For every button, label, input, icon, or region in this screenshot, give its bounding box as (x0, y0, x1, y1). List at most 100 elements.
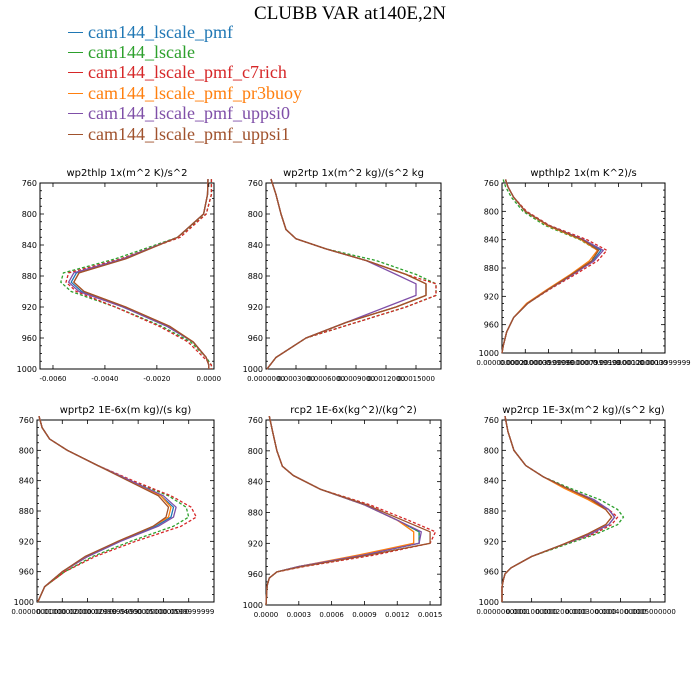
series-line-cam144-lscale-pmf-uppsi1 (501, 179, 600, 354)
legend-label: cam144_lscale (88, 42, 195, 63)
x-tick-label: 0.0000000000 (476, 608, 527, 616)
series-line-cam144-lscale-pmf-pr3buoy (265, 415, 415, 606)
y-tick-label: 880 (22, 272, 37, 281)
series-line-cam144-lscale-pmf-uppsi0 (501, 179, 604, 354)
series-line-cam144-lscale-pmf-pr3buoy (266, 178, 427, 370)
chart-panel-5: rcp2 1E-6x(kg^2)/(kg^2) 760 800 840 880 920 96… (243, 405, 443, 619)
y-tick-label: 1000 (17, 365, 37, 374)
x-tick-label: -0.0020 (143, 375, 170, 383)
series-line-cam144-lscale-pmf (265, 415, 420, 606)
series-line-cam144-lscale-pmf-pr3buoy (501, 416, 613, 602)
legend-swatch (68, 133, 83, 135)
chart-panel-2: wp2rtp 1x(m^2 kg)/(s^2 kg 760 800 840 880 920… (243, 168, 442, 383)
chart-panel-1: wp2thlp 1x(m^2 K)/s^2 760 800 840 880 920 960 1… (17, 168, 221, 383)
y-tick-label: 960 (484, 321, 499, 330)
y-tick-label: 1000 (479, 598, 499, 607)
y-tick-label: 880 (248, 272, 263, 281)
x-tick-label: 0.0007999999 (570, 359, 621, 367)
y-tick-label: 840 (248, 478, 263, 487)
y-tick-label: 760 (19, 416, 34, 425)
y-tick-label: 840 (19, 477, 34, 486)
x-tick-label: -0.0060 (39, 375, 66, 383)
x-tick-label: 0.0005000000 (625, 608, 676, 616)
series-line-cam144-lscale (60, 179, 213, 369)
x-tick-label: 0.0001000000 (506, 608, 557, 616)
legend-item: cam144_lscale (68, 42, 302, 62)
legend-item: cam144_lscale_pmf_uppsi1 (68, 124, 302, 144)
x-tick-label: 0.0003000000 (565, 608, 616, 616)
chart-title: wprtp2 1E-6x(m kg)/(s kg) (60, 405, 192, 416)
series-line-cam144-lscale (265, 415, 420, 606)
y-tick-label: 800 (19, 446, 34, 455)
y-tick-label: 920 (484, 537, 499, 546)
y-tick-label: 920 (248, 303, 263, 312)
y-tick-label: 840 (22, 241, 37, 250)
y-tick-label: 960 (22, 334, 37, 343)
x-tick-label: 0.0006000 (307, 375, 345, 383)
x-tick-label: 0.0015000 (397, 375, 435, 383)
legend-swatch (68, 72, 83, 74)
y-tick-label: 800 (484, 446, 499, 455)
series-line-cam144-lscale-pmf-uppsi0 (501, 416, 616, 602)
y-tick-label: 840 (484, 236, 499, 245)
series-line-cam144-lscale-pmf-uppsi1 (265, 415, 431, 606)
x-tick-label: 0.0012 (385, 611, 410, 619)
y-tick-label: 760 (248, 416, 263, 425)
chart-title: wpthlp2 1x(m K^2)/s (530, 168, 636, 179)
chart-title: rcp2 1E-6x(kg^2)/(kg^2) (290, 405, 417, 416)
chart-panel-3: wpthlp2 1x(m K^2)/s 760 800 840 880 920 960 100… (476, 168, 690, 367)
y-tick-label: 920 (248, 539, 263, 548)
series-line-cam144-lscale-pmf-uppsi1 (37, 416, 170, 603)
x-tick-label: 0.0010000000 (593, 359, 644, 367)
y-tick-label: 760 (484, 416, 499, 425)
y-tick-label: 920 (484, 292, 499, 301)
series-line-cam144-lscale-pmf-c7rich (65, 179, 213, 369)
chart-panel-4: wprtp2 1E-6x(m kg)/(s kg) 760 800 840 880 920… (11, 405, 215, 616)
x-tick-label: 0.0006 (319, 611, 344, 619)
legend: cam144_lscale_pmf cam144_lscale cam144_lsc… (68, 22, 302, 144)
series-line-cam144-lscale-pmf-uppsi1 (501, 416, 613, 602)
legend-swatch (68, 31, 83, 33)
y-tick-label: 800 (248, 447, 263, 456)
legend-item: cam144_lscale_pmf (68, 22, 302, 42)
plot-frame (265, 419, 442, 606)
x-tick-label: 0.0004000000 (595, 608, 646, 616)
y-tick-label: 960 (248, 570, 263, 579)
x-tick-label: 0.0002000000 (500, 359, 551, 367)
series-line-cam144-lscale-pmf-c7rich (266, 178, 437, 370)
x-tick-label: 0.0000 (254, 611, 279, 619)
y-tick-label: 800 (484, 207, 499, 216)
legend-label: cam144_lscale_pmf (88, 21, 233, 42)
legend-label: cam144_lscale_pmf_pr3buoy (88, 82, 302, 103)
legend-swatch (68, 52, 83, 54)
plot-frame (501, 419, 666, 603)
x-tick-label: 0.0012000000 (616, 359, 667, 367)
legend-swatch (68, 92, 83, 94)
series-line-cam144-lscale (266, 178, 437, 370)
x-tick-label: 0.0013999999 (639, 359, 690, 367)
y-tick-label: 880 (19, 507, 34, 516)
chart-title: wp2thlp 1x(m^2 K)/s^2 (66, 168, 187, 179)
legend-label: cam144_lscale_pmf_uppsi0 (88, 103, 290, 124)
y-tick-label: 960 (484, 568, 499, 577)
x-tick-label: 0.0000000000 (476, 359, 527, 367)
y-tick-label: 920 (19, 537, 34, 546)
y-tick-label: 760 (22, 179, 37, 188)
y-tick-label: 800 (22, 210, 37, 219)
y-tick-label: 960 (248, 334, 263, 343)
x-tick-label: 0.0012000 (367, 375, 405, 383)
y-tick-label: 960 (19, 568, 34, 577)
series-line-cam144-lscale-pmf-uppsi1 (266, 178, 427, 370)
series-line-cam144-lscale-pmf-pr3buoy (73, 179, 210, 369)
page-title: CLUBB VAR at140E,2N (254, 3, 446, 24)
legend-label: cam144_lscale_pmf_uppsi1 (88, 123, 290, 144)
x-tick-label: 0.0000000 (247, 375, 285, 383)
legend-item: cam144_lscale_pmf_c7rich (68, 62, 302, 83)
y-tick-label: 760 (484, 179, 499, 188)
y-tick-label: 1000 (243, 365, 263, 374)
x-tick-label: 0.0299999999 (87, 608, 138, 616)
x-tick-label: 0.0599999999 (163, 608, 214, 616)
legend-item: cam144_lscale_pmf_pr3buoy (68, 83, 302, 103)
y-tick-label: 840 (484, 477, 499, 486)
series-line-cam144-lscale-pmf-c7rich (501, 416, 619, 602)
